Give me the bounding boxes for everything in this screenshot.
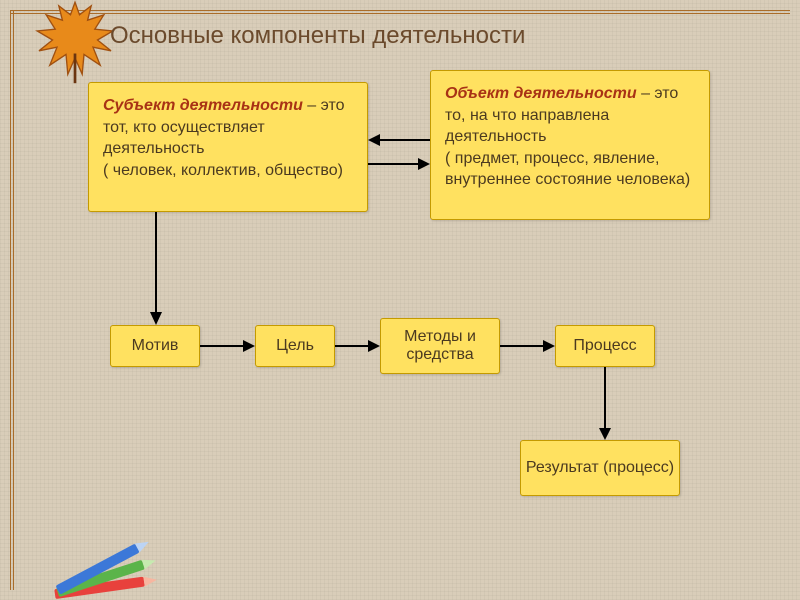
maple-leaf-icon (30, 0, 120, 85)
result-label: Результат (процесс) (526, 459, 674, 477)
crayons-icon (40, 530, 200, 600)
object-term: Объект деятельности (445, 85, 637, 102)
top-border-line (10, 10, 790, 14)
goal-label: Цель (276, 337, 314, 355)
subject-box: Субъект деятельности – это тот, кто осущ… (88, 82, 368, 212)
subject-term: Субъект деятельности (103, 97, 303, 114)
arrow-subject-to-motive (148, 212, 164, 325)
arrow-object-to-subject (368, 132, 430, 148)
arrow-goal-to-methods (335, 338, 380, 354)
arrow-process-to-result (597, 367, 613, 440)
process-box: Процесс (555, 325, 655, 367)
result-box: Результат (процесс) (520, 440, 680, 496)
subject-paren: ( человек, коллектив, общество) (103, 162, 343, 179)
left-border-line (10, 10, 14, 590)
methods-box: Методы и средства (380, 318, 500, 374)
arrow-methods-to-process (500, 338, 555, 354)
motive-box: Мотив (110, 325, 200, 367)
object-paren: ( предмет, процесс, явление, внутреннее … (445, 150, 690, 189)
goal-box: Цель (255, 325, 335, 367)
arrow-motive-to-goal (200, 338, 255, 354)
page-title: Основные компоненты деятельности (110, 22, 525, 50)
methods-label: Методы и средства (381, 328, 499, 364)
arrow-subject-to-object (368, 156, 430, 172)
motive-label: Мотив (132, 337, 179, 355)
process-label: Процесс (573, 337, 636, 355)
object-box: Объект деятельности – это то, на что нап… (430, 70, 710, 220)
